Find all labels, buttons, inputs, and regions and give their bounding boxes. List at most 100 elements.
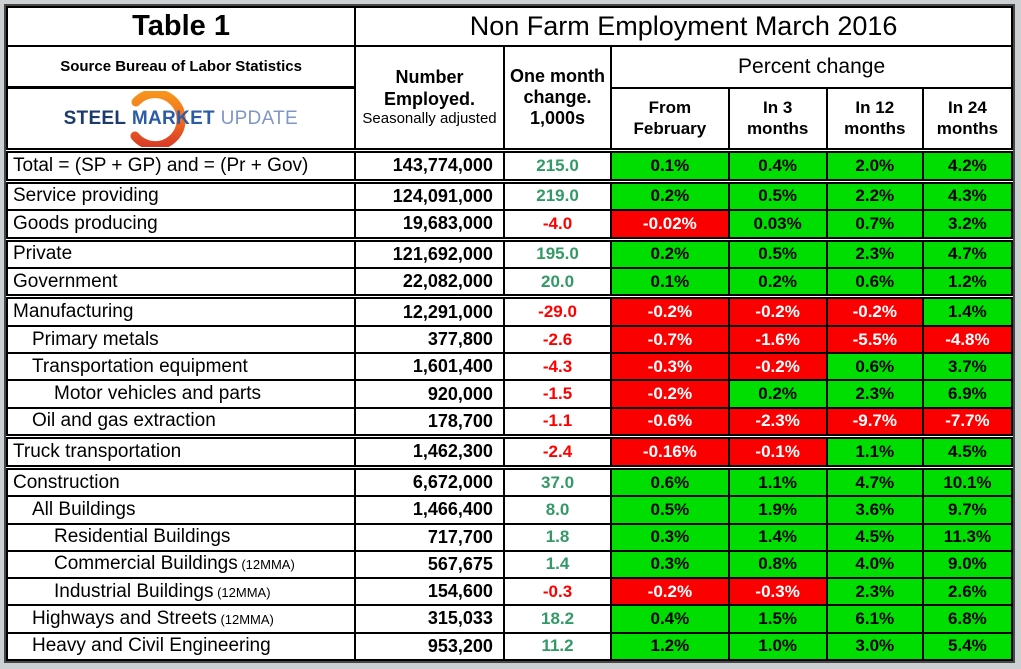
title-row: Table 1 Non Farm Employment March 2016 bbox=[5, 6, 1013, 47]
one-month-change-value: -2.6 bbox=[502, 324, 613, 355]
one-month-change-value: 215.0 bbox=[502, 148, 613, 183]
row-label-suffix: (12MMA) bbox=[216, 611, 274, 627]
percent-change-cell: 5.4% bbox=[921, 631, 1014, 662]
employed-value: 717,700 bbox=[354, 522, 505, 552]
row-label: Commercial Buildings (12MMA) bbox=[5, 549, 357, 580]
percent-change-cell: 0.3% bbox=[610, 549, 730, 580]
page-title: Non Farm Employment March 2016 bbox=[354, 6, 1013, 47]
percent-change-cell: 0.5% bbox=[727, 178, 828, 212]
percent-change-cell: -0.6% bbox=[610, 406, 730, 438]
one-month-change-value: 20.0 bbox=[502, 267, 613, 298]
percent-change-cell: -0.2% bbox=[727, 352, 828, 382]
row-label: Highways and Streets (12MMA) bbox=[5, 604, 357, 634]
one-month-change-value: -1.1 bbox=[502, 406, 613, 438]
employed-value: 12,291,000 bbox=[354, 294, 505, 327]
percent-change-cell: 11.3% bbox=[921, 522, 1014, 552]
percent-change-cell: 1.1% bbox=[727, 464, 828, 498]
row-label: Residential Buildings bbox=[5, 522, 357, 552]
steel-market-update-logo: STEEL MARKET UPDATE bbox=[63, 90, 299, 147]
percent-change-cell: 0.3% bbox=[610, 522, 730, 552]
percent-change-cell: -0.16% bbox=[610, 434, 730, 469]
logo-cell: STEEL MARKET UPDATE bbox=[5, 87, 357, 152]
percent-change-cell: 6.1% bbox=[825, 604, 924, 634]
col-header-in-12-months: In 12 months bbox=[825, 86, 924, 152]
one-month-change-value: 195.0 bbox=[502, 236, 613, 270]
percent-change-cell: 10.1% bbox=[921, 464, 1014, 498]
row-label: Service providing bbox=[5, 178, 357, 212]
employed-value: 19,683,000 bbox=[354, 209, 505, 241]
percent-change-cell: 0.4% bbox=[610, 604, 730, 634]
row-label: Goods producing bbox=[5, 209, 357, 241]
table-row: Manufacturing 12,291,000 -29.0 -0.2% -0.2% -0… bbox=[5, 294, 1014, 327]
employed-value: 154,600 bbox=[354, 577, 505, 607]
one-month-change-value: -2.4 bbox=[502, 434, 613, 469]
source-label: Source Bureau of Labor Statistics bbox=[5, 45, 357, 89]
table-row: Motor vehicles and parts 920,000 -1.5 -0.2%… bbox=[5, 379, 1014, 409]
col-header-percent-change: Percent change bbox=[610, 45, 1013, 89]
one-month-change-value: 18.2 bbox=[502, 604, 613, 634]
percent-change-cell: 1.2% bbox=[921, 267, 1014, 298]
percent-change-cell: -9.7% bbox=[825, 406, 924, 438]
percent-change-cell: -0.2% bbox=[825, 294, 924, 327]
employed-value: 315,033 bbox=[354, 604, 505, 634]
percent-change-cell: 2.6% bbox=[921, 577, 1014, 607]
percent-change-cell: 1.9% bbox=[727, 495, 828, 525]
percent-change-cell: 0.1% bbox=[610, 267, 730, 298]
percent-change-cell: 4.2% bbox=[921, 148, 1014, 183]
table-row: Goods producing 19,683,000 -4.0 -0.02% 0.03%… bbox=[5, 209, 1014, 241]
percent-change-cell: 0.5% bbox=[610, 495, 730, 525]
row-label: Construction bbox=[5, 464, 357, 498]
percent-change-cell: 0.6% bbox=[825, 352, 924, 382]
seasonally-adjusted-note: Seasonally adjusted bbox=[362, 109, 497, 127]
one-month-change-value: 1.4 bbox=[502, 549, 613, 580]
percent-change-cell: 0.5% bbox=[727, 236, 828, 270]
row-label: All Buildings bbox=[5, 495, 357, 525]
percent-change-cell: 9.7% bbox=[921, 495, 1014, 525]
percent-change-cell: -0.3% bbox=[727, 577, 828, 607]
table-row: Total = (SP + GP) and = (Pr + Gov) 143,77… bbox=[5, 148, 1014, 183]
logo-text: STEEL MARKET UPDATE bbox=[63, 107, 299, 129]
col-header-number-employed: Number Employed. Seasonally adjusted bbox=[354, 45, 505, 152]
employment-table: Table 1 Non Farm Employment March 2016 S… bbox=[5, 6, 1014, 662]
percent-change-cell: 4.0% bbox=[825, 549, 924, 580]
one-month-change-value: -29.0 bbox=[502, 294, 613, 327]
table-row: Construction 6,672,000 37.0 0.6% 1.1% 4.7% 10.… bbox=[5, 464, 1014, 498]
one-month-change-value: 11.2 bbox=[502, 631, 613, 662]
percent-change-cell: 4.5% bbox=[921, 434, 1014, 469]
percent-change-cell: -0.2% bbox=[610, 577, 730, 607]
table-number-title: Table 1 bbox=[5, 6, 357, 47]
one-month-change-value: 219.0 bbox=[502, 178, 613, 212]
one-month-change-value: 37.0 bbox=[502, 464, 613, 498]
percent-change-cell: 0.2% bbox=[610, 178, 730, 212]
percent-change-cell: -1.6% bbox=[727, 324, 828, 355]
percent-change-cell: 1.2% bbox=[610, 631, 730, 662]
table-row: Government 22,082,000 20.0 0.1% 0.2% 0.6% 1.2% bbox=[5, 267, 1014, 298]
percent-change-cell: 1.0% bbox=[727, 631, 828, 662]
percent-change-cell: 2.2% bbox=[825, 178, 924, 212]
table-row: Heavy and Civil Engineering 953,200 11.2 1.… bbox=[5, 631, 1014, 662]
row-label: Oil and gas extraction bbox=[5, 406, 357, 438]
table-row: Private 121,692,000 195.0 0.2% 0.5% 2.3% 4.7% bbox=[5, 236, 1014, 270]
percent-change-cell: 4.7% bbox=[921, 236, 1014, 270]
percent-change-cell: -2.3% bbox=[727, 406, 828, 438]
one-month-change-value: -4.0 bbox=[502, 209, 613, 241]
employed-value: 143,774,000 bbox=[354, 148, 505, 183]
percent-change-cell: 3.7% bbox=[921, 352, 1014, 382]
percent-change-cell: 1.4% bbox=[727, 522, 828, 552]
employed-value: 121,692,000 bbox=[354, 236, 505, 270]
table-row: Transportation equipment 1,601,400 -4.3 -0.… bbox=[5, 352, 1014, 382]
percent-change-cell: 6.9% bbox=[921, 379, 1014, 409]
percent-change-cell: 3.0% bbox=[825, 631, 924, 662]
row-label: Government bbox=[5, 267, 357, 298]
employed-value: 6,672,000 bbox=[354, 464, 505, 498]
row-label: Heavy and Civil Engineering bbox=[5, 631, 357, 662]
row-label: Manufacturing bbox=[5, 294, 357, 327]
row-label: Motor vehicles and parts bbox=[5, 379, 357, 409]
one-month-change-value: -0.3 bbox=[502, 577, 613, 607]
percent-change-cell: -0.2% bbox=[610, 379, 730, 409]
row-label-suffix: (12MMA) bbox=[237, 557, 295, 573]
percent-change-cell: 0.2% bbox=[727, 267, 828, 298]
row-label: Total = (SP + GP) and = (Pr + Gov) bbox=[5, 148, 357, 183]
percent-change-cell: 4.7% bbox=[825, 464, 924, 498]
percent-change-cell: 4.5% bbox=[825, 522, 924, 552]
